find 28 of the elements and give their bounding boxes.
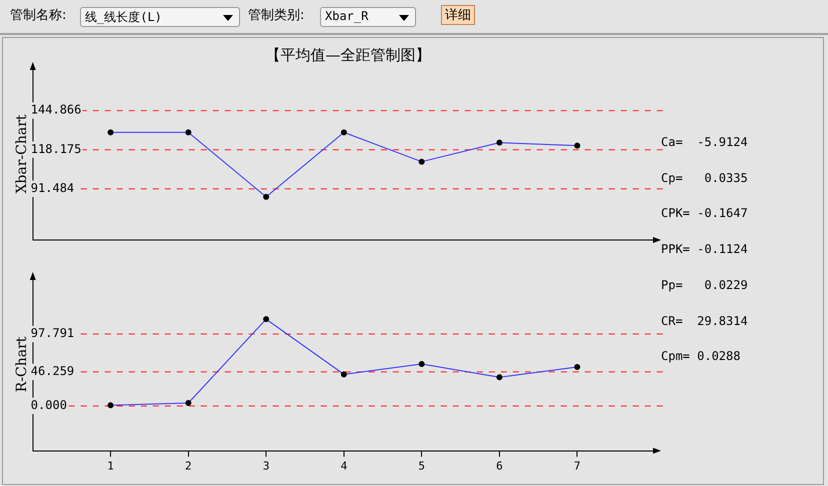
text: Ca= -5.9124: [661, 135, 748, 149]
text: Xbar_R: [320, 7, 416, 27]
y-tick-label: 97.791: [30, 326, 74, 340]
text: CR= 29.8314: [661, 314, 748, 328]
x-tick-label: 7: [574, 459, 581, 472]
text: 管制类别:: [248, 7, 304, 24]
text: Cp= 0.0335: [661, 170, 748, 185]
x-tick-label: 3: [262, 459, 270, 472]
y-axis-title: R-Chart: [14, 336, 30, 392]
x-tick-label: 6: [496, 459, 503, 472]
text: PPK= -0.1124: [661, 242, 748, 256]
chart-title: 【平均值—全距管制图】: [264, 46, 432, 65]
x-tick-label: 5: [418, 459, 425, 472]
y-tick-label: 118.175: [30, 142, 82, 156]
x-tick-label: 1: [107, 459, 114, 472]
x-tick-label: 2: [185, 459, 192, 472]
text: 详细: [441, 5, 475, 25]
text: 线_线长度(L): [80, 7, 240, 27]
y-tick-label: 46.259: [30, 364, 74, 378]
y-tick-label: 91.484: [30, 180, 74, 195]
text: Cpm= 0.0288: [661, 349, 740, 364]
y-tick-label: 0.000: [30, 398, 67, 412]
x-tick-label: 4: [340, 459, 348, 472]
y-tick-label: 144.866: [30, 102, 82, 117]
text: 管制名称:: [10, 7, 66, 24]
y-axis-title: Xbar-Chart: [14, 114, 30, 194]
text: Pp= 0.0229: [661, 278, 748, 292]
text: CPK= -0.1647: [661, 206, 748, 220]
